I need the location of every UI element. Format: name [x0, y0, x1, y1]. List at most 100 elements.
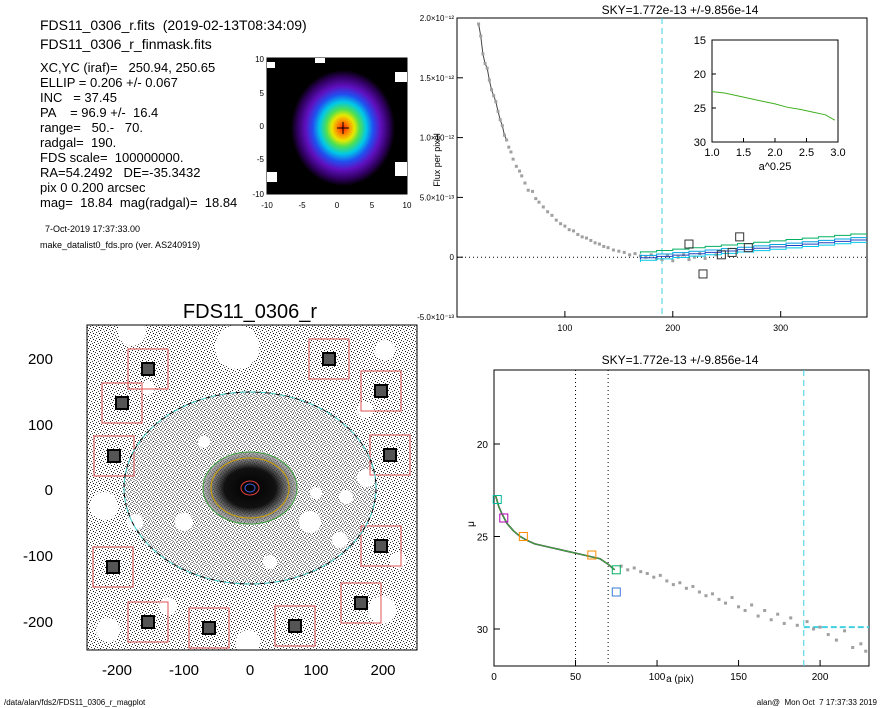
header-mask-line: FDS11_0306_r_finmask.fits: [40, 36, 212, 52]
param-line: INC = 37.45: [40, 90, 117, 105]
outlier-box: [716, 250, 726, 260]
param-line: XC,YC (iraf)= 250.94, 250.65: [40, 60, 216, 75]
param-line: radgal= 190.: [40, 135, 117, 150]
x-tick-label: 150: [730, 672, 747, 683]
data-point: [492, 94, 496, 98]
data-point: [639, 570, 643, 574]
param-line: RA=54.2492 DE=-35.3432: [40, 165, 201, 180]
tick-label: 0: [45, 482, 53, 499]
data-point: [750, 603, 754, 607]
data-point: [652, 575, 656, 579]
outlier-box: [684, 239, 694, 249]
data-point: [589, 238, 593, 242]
data-point: [834, 638, 838, 642]
data-point: [498, 118, 502, 122]
data-point: [485, 66, 489, 70]
ellipse-marker-box: [518, 532, 528, 541]
plot-frame: [493, 369, 870, 667]
data-point: [534, 197, 538, 201]
data-point: [737, 605, 741, 609]
tick-label: 5: [370, 201, 375, 210]
data-point: [572, 229, 576, 233]
tick-label: -10: [252, 190, 264, 199]
data-point: [622, 250, 626, 254]
data-point: [703, 256, 707, 260]
data-point: [502, 133, 506, 137]
y-tick-label: -5.0×10⁻¹³: [417, 313, 454, 322]
data-point: [554, 218, 558, 222]
chart2-xlabel: a (pix): [666, 674, 694, 685]
data-point: [494, 100, 498, 104]
data-point: [671, 259, 675, 263]
data-point: [704, 594, 708, 598]
data-point: [658, 573, 662, 577]
chart1-ylabel: Flux per pixel: [432, 133, 442, 187]
data-point: [511, 157, 515, 161]
data-point: [730, 596, 734, 600]
x-tick-label: 50: [570, 672, 582, 683]
outlier-box: [735, 232, 745, 242]
data-point: [518, 169, 522, 173]
tick-label: 10: [255, 55, 264, 64]
data-point: [606, 246, 610, 250]
param-line: range= 50.- 70.: [40, 120, 143, 135]
data-point: [776, 612, 780, 616]
inset-y-tick-label: 25: [694, 103, 706, 115]
data-point: [769, 618, 773, 622]
x-tick-label: 200: [665, 323, 680, 333]
y-tick-label: 20: [477, 440, 489, 451]
inset-y-tick-label: 30: [694, 137, 706, 149]
inset-x-tick-label: 2.0: [767, 147, 782, 159]
data-point: [619, 564, 623, 568]
chart1-title: SKY=1.772e-13 +/-9.856e-14: [602, 3, 759, 17]
tick-label: 10: [403, 201, 412, 210]
inset-y-tick-label: 15: [694, 35, 706, 47]
tick-label: -10: [261, 201, 273, 210]
y-tick-label: 1.0×10⁻¹²: [420, 134, 455, 143]
data-point: [671, 583, 675, 587]
header-date: 7-Oct-2019 17:37:33.00: [45, 224, 141, 234]
x-tick-label: 100: [649, 672, 666, 683]
data-point: [632, 566, 636, 570]
data-point: [576, 232, 580, 236]
data-point: [743, 609, 747, 612]
data-point: [584, 236, 588, 240]
surface-brightness-chart: SKY=1.772e-13 +/-9.856e-14 a (pix) μ 0 50…: [466, 353, 870, 685]
tick-label: 100: [28, 417, 53, 434]
data-point: [691, 584, 695, 588]
inset-y-tick-label: 20: [694, 69, 706, 81]
y-tick-label: 30: [477, 625, 489, 636]
data-point: [500, 124, 504, 128]
ellipse-marker-box: [587, 550, 597, 560]
galaxy-thumbnail: -10 -5 0 5 10 10 5 0 -5 -10: [252, 55, 412, 210]
ellipse-marker-box: [611, 587, 621, 597]
chart2-title: SKY=1.772e-13 +/-9.856e-14: [602, 353, 759, 367]
ellipse-marker-box: [492, 495, 502, 504]
param-line: PA = 96.9 +/- 16.4: [40, 105, 159, 120]
tick-label: -200: [23, 614, 53, 631]
data-point: [687, 258, 691, 262]
outer-step-line: [639, 233, 867, 254]
inset-x-tick-label: 2.5: [799, 147, 814, 159]
data-point: [481, 52, 485, 56]
outlier-box: [743, 243, 753, 253]
data-point: [487, 78, 491, 82]
data-point: [665, 579, 669, 583]
inset-x-tick-label: 1.5: [736, 147, 751, 159]
data-point: [559, 222, 563, 226]
inset-x-tick-label: 3.0: [830, 147, 845, 159]
tick-label: 0: [335, 201, 340, 210]
header-program: make_datalist0_fds.pro (ver. AS240919): [40, 240, 201, 250]
data-point: [626, 568, 630, 572]
data-point: [805, 620, 809, 624]
data-point: [567, 228, 571, 232]
data-point: [537, 200, 541, 204]
image-panel-title: FDS11_0306_r: [183, 301, 318, 323]
data-point: [859, 642, 863, 646]
x-tick-label: 0: [491, 672, 497, 683]
flux-profile-chart: SKY=1.772e-13 +/-9.856e-14 Flux per pixe…: [417, 3, 868, 333]
data-point: [526, 188, 530, 192]
tick-label: 5: [260, 89, 265, 98]
data-point: [697, 590, 701, 594]
y-tick-label: 25: [477, 533, 489, 544]
